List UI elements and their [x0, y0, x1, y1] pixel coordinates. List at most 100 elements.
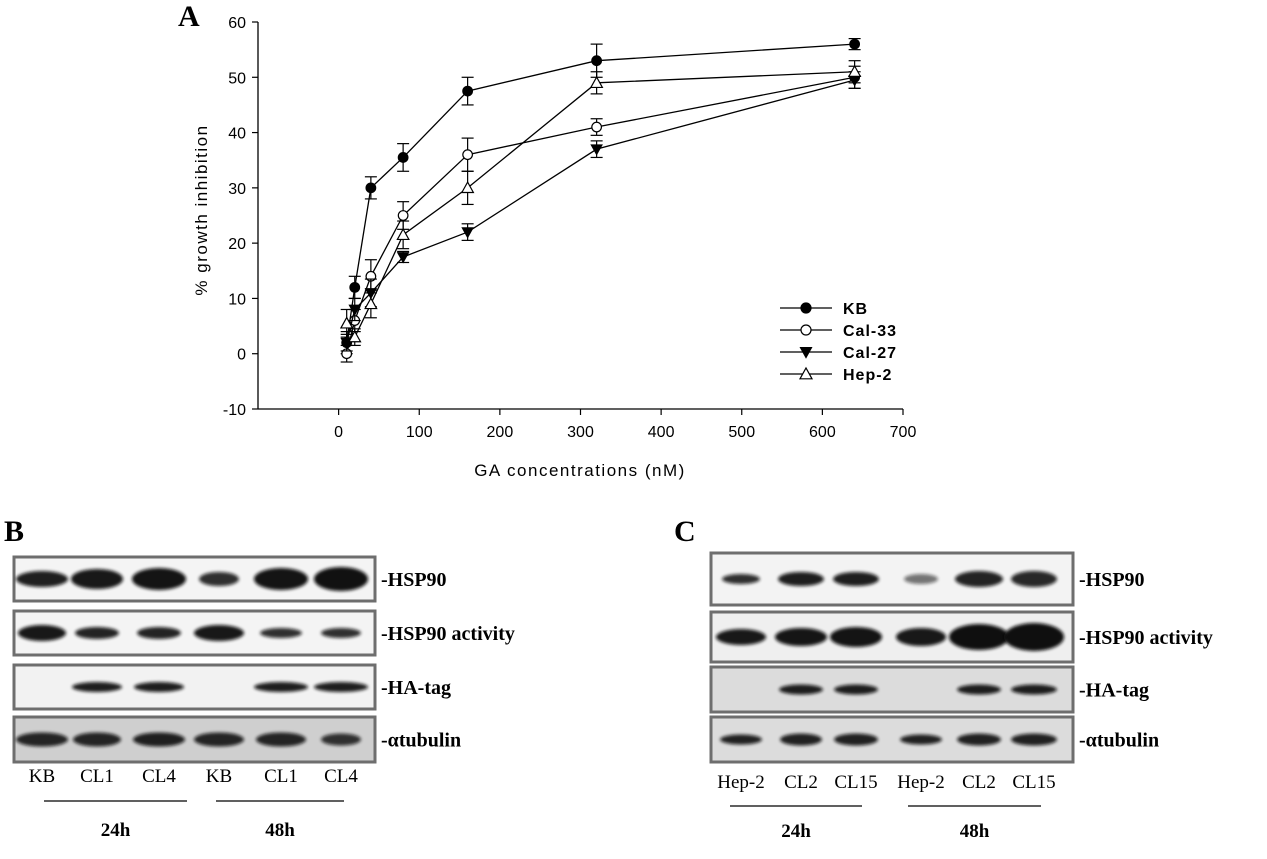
blot-row-label: -HSP90: [1079, 569, 1145, 591]
protein-band: [133, 732, 185, 747]
lane-label: KB: [29, 766, 55, 787]
legend-label: Cal-27: [843, 345, 897, 362]
data-point: [349, 281, 361, 293]
y-tick-label: 30: [228, 181, 246, 198]
protein-band: [720, 734, 762, 745]
series-line: [346, 71, 855, 339]
data-point: [591, 121, 603, 133]
data-point: [396, 227, 410, 241]
x-tick-label: 600: [809, 424, 836, 441]
y-tick-label: -10: [223, 402, 246, 419]
panel-label-a: A: [178, 0, 200, 33]
legend-label: Hep-2: [843, 367, 892, 384]
protein-band: [833, 572, 879, 586]
western-blot-c: -HSP90 -HSP90 activity -HA-tag -αtubulin Hep…: [709, 551, 1213, 842]
protein-band: [834, 733, 878, 746]
protein-band: [900, 734, 942, 745]
blot-frame: [709, 715, 1075, 764]
data-point: [365, 182, 377, 194]
x-tick-label: 100: [406, 424, 433, 441]
data-point: [799, 347, 813, 359]
x-tick-label: 0: [334, 424, 343, 441]
protein-band: [256, 732, 306, 747]
protein-band: [194, 732, 244, 747]
blot-row: -HSP90: [12, 555, 447, 603]
data-point: [849, 38, 861, 50]
y-tick-label: 0: [237, 347, 246, 364]
blot-row-label: -HA-tag: [381, 677, 451, 699]
y-tick-label: 40: [228, 126, 246, 143]
blot-row: -HA-tag: [709, 665, 1149, 714]
protein-band: [72, 682, 122, 692]
chart-series: [339, 37, 862, 363]
protein-band: [314, 567, 368, 591]
lane-label: CL15: [1012, 772, 1055, 793]
data-point: [397, 152, 409, 163]
blot-row-label: -HA-tag: [1079, 680, 1149, 702]
lane-label: CL1: [264, 766, 298, 787]
time-group-label: 24h: [781, 821, 811, 842]
protein-band: [1004, 623, 1064, 651]
protein-band: [260, 628, 302, 638]
protein-band: [199, 572, 239, 586]
blot-row: -αtubulin: [709, 715, 1159, 764]
x-tick-label: 300: [567, 424, 594, 441]
y-tick-label: 60: [228, 15, 246, 32]
blot-row-label: -HSP90 activity: [1079, 627, 1213, 649]
blot-row: -HSP90: [709, 551, 1145, 607]
protein-band: [321, 628, 361, 638]
blot-row-label: -αtubulin: [381, 730, 461, 752]
protein-band: [1011, 684, 1057, 695]
protein-band: [18, 625, 66, 641]
y-tick-label: 20: [228, 236, 246, 253]
protein-band: [779, 684, 823, 695]
data-point: [462, 85, 474, 97]
lane-label: CL4: [142, 766, 176, 787]
legend-item: KB: [780, 301, 868, 318]
series-cal-27: [340, 71, 861, 352]
x-axis-title: GA concentrations (nM): [474, 461, 686, 480]
data-point: [396, 252, 410, 264]
protein-band: [254, 682, 308, 692]
data-point: [800, 324, 812, 336]
lane-label: CL1: [80, 766, 114, 787]
protein-band: [896, 628, 946, 646]
blot-frame: [709, 551, 1075, 607]
protein-band: [716, 629, 766, 645]
protein-band: [1011, 733, 1057, 746]
protein-band: [780, 733, 822, 746]
data-point: [590, 144, 603, 156]
protein-band: [904, 574, 938, 584]
x-tick-label: 500: [728, 424, 755, 441]
protein-band: [194, 625, 244, 641]
chart-axes: [252, 21, 904, 415]
protein-band: [314, 682, 368, 692]
time-group-label: 48h: [960, 821, 990, 842]
legend-label: KB: [843, 301, 868, 318]
legend-item: Cal-33: [780, 323, 896, 340]
protein-band: [1011, 571, 1057, 587]
y-tick-label: 50: [228, 70, 246, 87]
lane-label: CL2: [962, 772, 996, 793]
lane-label: Hep-2: [897, 772, 944, 793]
protein-band: [137, 627, 181, 639]
legend-item: Cal-27: [780, 345, 897, 362]
protein-band: [321, 733, 361, 746]
lane-label: KB: [206, 766, 232, 787]
protein-band: [134, 682, 184, 692]
data-point: [397, 210, 409, 221]
lane-label: CL4: [324, 766, 358, 787]
blot-row-label: -αtubulin: [1079, 730, 1159, 752]
protein-band: [254, 568, 308, 590]
series-line: [346, 79, 855, 343]
protein-band: [132, 568, 186, 590]
protein-band: [722, 574, 760, 584]
series-hep-2: [339, 60, 862, 347]
data-point: [339, 316, 354, 329]
data-point: [460, 180, 475, 194]
protein-band: [949, 624, 1009, 650]
legend-item: Hep-2: [780, 366, 892, 384]
time-group-label: 48h: [265, 820, 295, 841]
protein-band: [955, 571, 1003, 587]
data-point: [364, 296, 378, 310]
